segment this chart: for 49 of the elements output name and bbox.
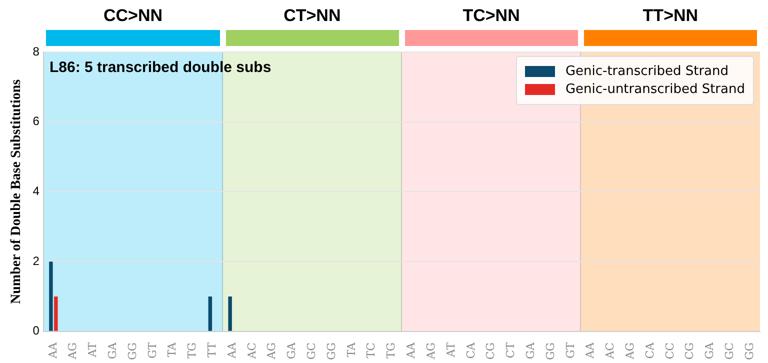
x-tick-label: GC: [723, 342, 736, 360]
x-tick-label: AA: [225, 341, 238, 360]
x-tick-label: GG: [742, 342, 756, 360]
x-tick-label: AT: [444, 342, 458, 358]
x-tick-label: AA: [46, 341, 60, 360]
x-tick-label: GT: [564, 342, 577, 359]
x-tick-label: TC: [364, 342, 378, 358]
text: TT>NN: [642, 6, 700, 26]
x-tick-label: AT: [86, 342, 100, 358]
text: CC>NN: [102, 6, 164, 26]
x-tick-label: AC: [604, 342, 617, 360]
text: TC>NN: [462, 6, 521, 26]
y-tick-label: 0: [32, 324, 40, 338]
x-tick-label: TA: [344, 341, 358, 358]
x-tick-label: CA: [464, 341, 478, 359]
y-tick-label: 2: [32, 254, 40, 268]
x-tick-label: AG: [66, 342, 80, 360]
x-tick-label: GG: [544, 342, 557, 360]
x-tick-label: AA: [404, 341, 418, 360]
y-tick-label: 8: [32, 44, 40, 58]
x-tick-label: TG: [384, 342, 398, 359]
y-axis-title: Number of Double Base Substitutions: [9, 78, 24, 304]
x-tick-label: GC: [305, 342, 318, 360]
x-tick-label: AG: [424, 342, 438, 360]
x-tick-label: AC: [245, 342, 258, 360]
x-tick-label: AG: [623, 342, 636, 360]
x-tick-label: AG: [265, 342, 278, 360]
x-tick-label: TA: [166, 341, 179, 358]
x-tick-label: GG: [126, 342, 139, 360]
x-tick-label: CC: [663, 342, 676, 360]
text: CT>NN: [282, 6, 342, 26]
x-tick-label: GT: [146, 342, 159, 359]
text: L86: 5 transcribed double subs: [49, 59, 272, 76]
x-tick-label: GA: [285, 341, 298, 360]
legend-label: Genic-untranscribed Strand: [565, 82, 745, 97]
x-tick-label: CT: [504, 342, 518, 358]
x-tick-label: GA: [703, 341, 716, 360]
x-tick-label: CG: [683, 342, 696, 360]
x-tick-label: TG: [186, 342, 199, 359]
x-tick-label: GG: [324, 342, 338, 360]
legend-label: Genic-transcribed Strand: [565, 64, 729, 79]
x-tick-label: AA: [584, 341, 597, 360]
x-tick-label: CG: [484, 342, 498, 360]
x-tick-label: CA: [643, 341, 656, 359]
x-tick-label: GA: [106, 341, 119, 360]
y-tick-label: 4: [32, 184, 40, 198]
x-tick-label: TT: [206, 342, 219, 358]
y-tick-label: 6: [32, 114, 40, 128]
x-tick-label: GA: [524, 341, 537, 360]
